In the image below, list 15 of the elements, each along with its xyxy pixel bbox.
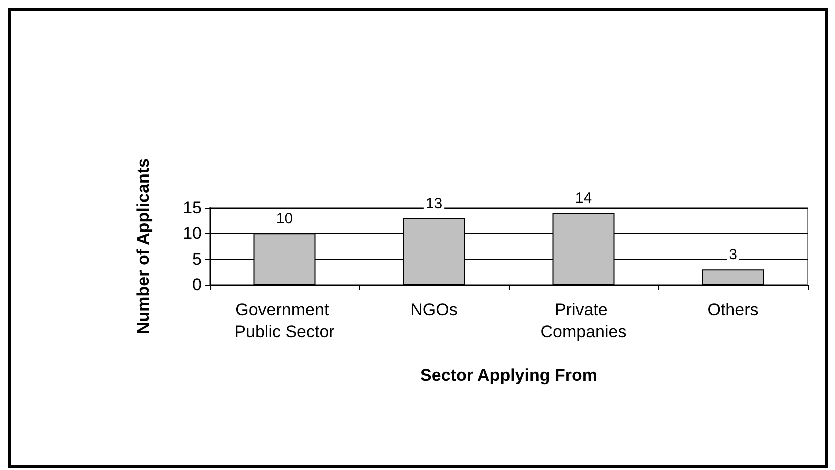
data-label: 14 (575, 190, 592, 208)
bar (702, 270, 764, 285)
data-label: 13 (426, 195, 443, 212)
y-tick-label: 0 (192, 276, 202, 294)
x-axis-title: Sector Applying From (420, 366, 598, 385)
y-tick-label: 15 (183, 198, 202, 218)
data-label: 3 (729, 246, 738, 264)
y-tick-label: 10 (183, 224, 202, 244)
y-tick-label: 5 (192, 250, 202, 269)
x-tick-label: NGOs (410, 300, 458, 320)
y-axis-title: Number of Applicants (134, 158, 153, 334)
data-label: 10 (276, 210, 294, 228)
x-tick-label: Others (708, 300, 759, 320)
x-tick-label: Private Companies (540, 300, 627, 342)
x-tick-label: Government Public Sector (234, 300, 336, 342)
